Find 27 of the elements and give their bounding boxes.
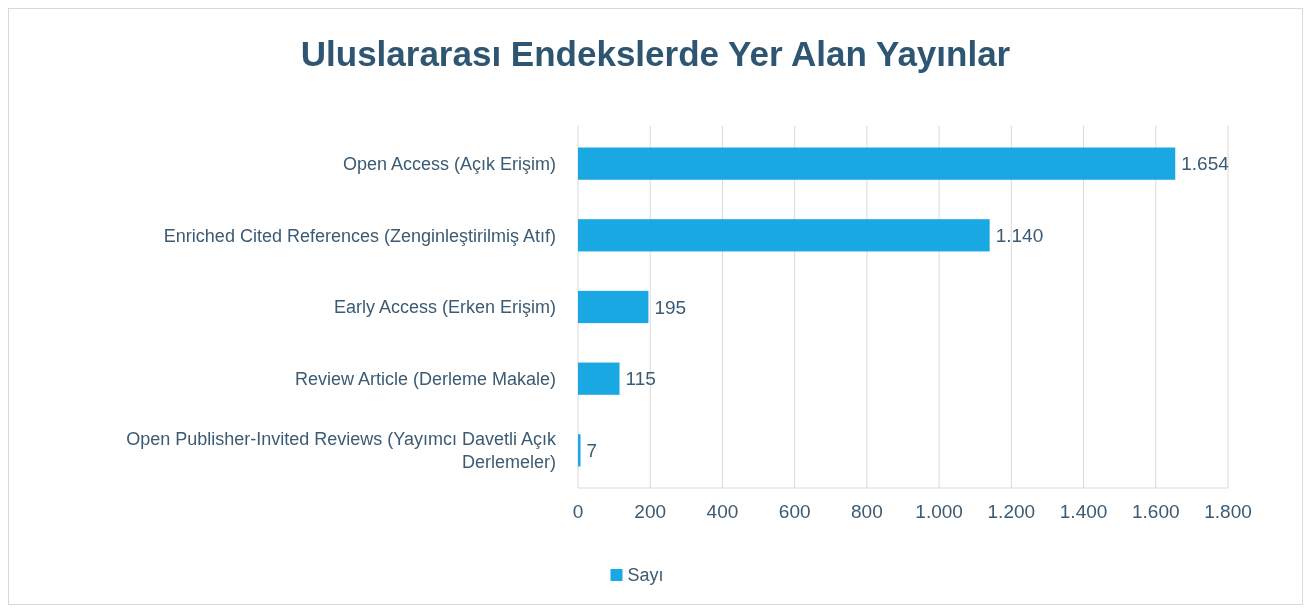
x-tick-label: 1.000	[915, 501, 963, 522]
data-label: 195	[654, 296, 687, 318]
bar	[578, 147, 1176, 180]
y-tick-label: Review Article (Derleme Makale)	[294, 368, 556, 389]
data-label: 7	[586, 440, 598, 462]
x-tick-label: 1.600	[1132, 501, 1180, 522]
x-tick-label: 800	[851, 501, 883, 522]
bar	[578, 290, 649, 324]
chart-title: Uluslararası Endekslerde Yer Alan Yayınlar	[300, 34, 1011, 73]
bar	[578, 219, 990, 252]
y-tick-label: Open Access (Açık Erişim)	[342, 153, 556, 174]
x-tick-label: 200	[634, 501, 667, 522]
legend-label: Sayı	[627, 565, 664, 586]
bar	[578, 362, 620, 395]
data-label: 1.140	[995, 224, 1044, 246]
data-label: 1.654	[1181, 153, 1230, 175]
x-tick-label: 1.200	[987, 501, 1036, 522]
y-tick-label: Open Publisher-Invited Reviews (Yayımcı Davetli Açık Derlemeler)	[126, 429, 557, 473]
x-tick-label: 1.800	[1204, 501, 1252, 522]
x-tick-label: 600	[778, 501, 811, 522]
bar	[578, 434, 581, 467]
x-tick-label: 1.400	[1059, 501, 1108, 522]
data-label: 115	[625, 368, 656, 390]
y-tick-label: Early Access (Erken Erişim)	[333, 297, 556, 318]
x-tick-label: 0	[572, 501, 584, 522]
y-tick-label: Enriched Cited References (Zenginleştirilmiş Atıf)	[163, 225, 556, 246]
x-tick-label: 400	[706, 501, 739, 522]
